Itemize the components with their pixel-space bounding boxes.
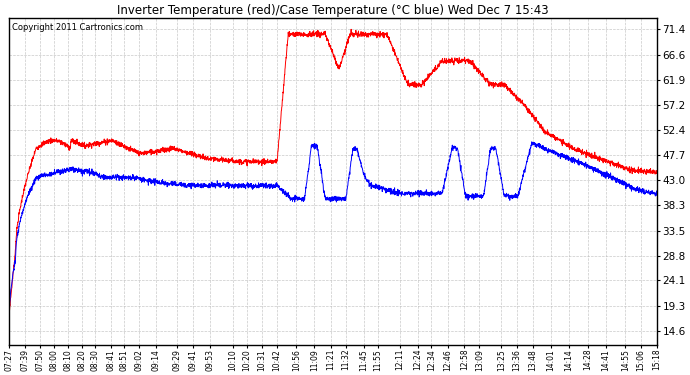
Text: Copyright 2011 Cartronics.com: Copyright 2011 Cartronics.com bbox=[12, 23, 143, 32]
Title: Inverter Temperature (red)/Case Temperature (°C blue) Wed Dec 7 15:43: Inverter Temperature (red)/Case Temperat… bbox=[117, 4, 549, 17]
